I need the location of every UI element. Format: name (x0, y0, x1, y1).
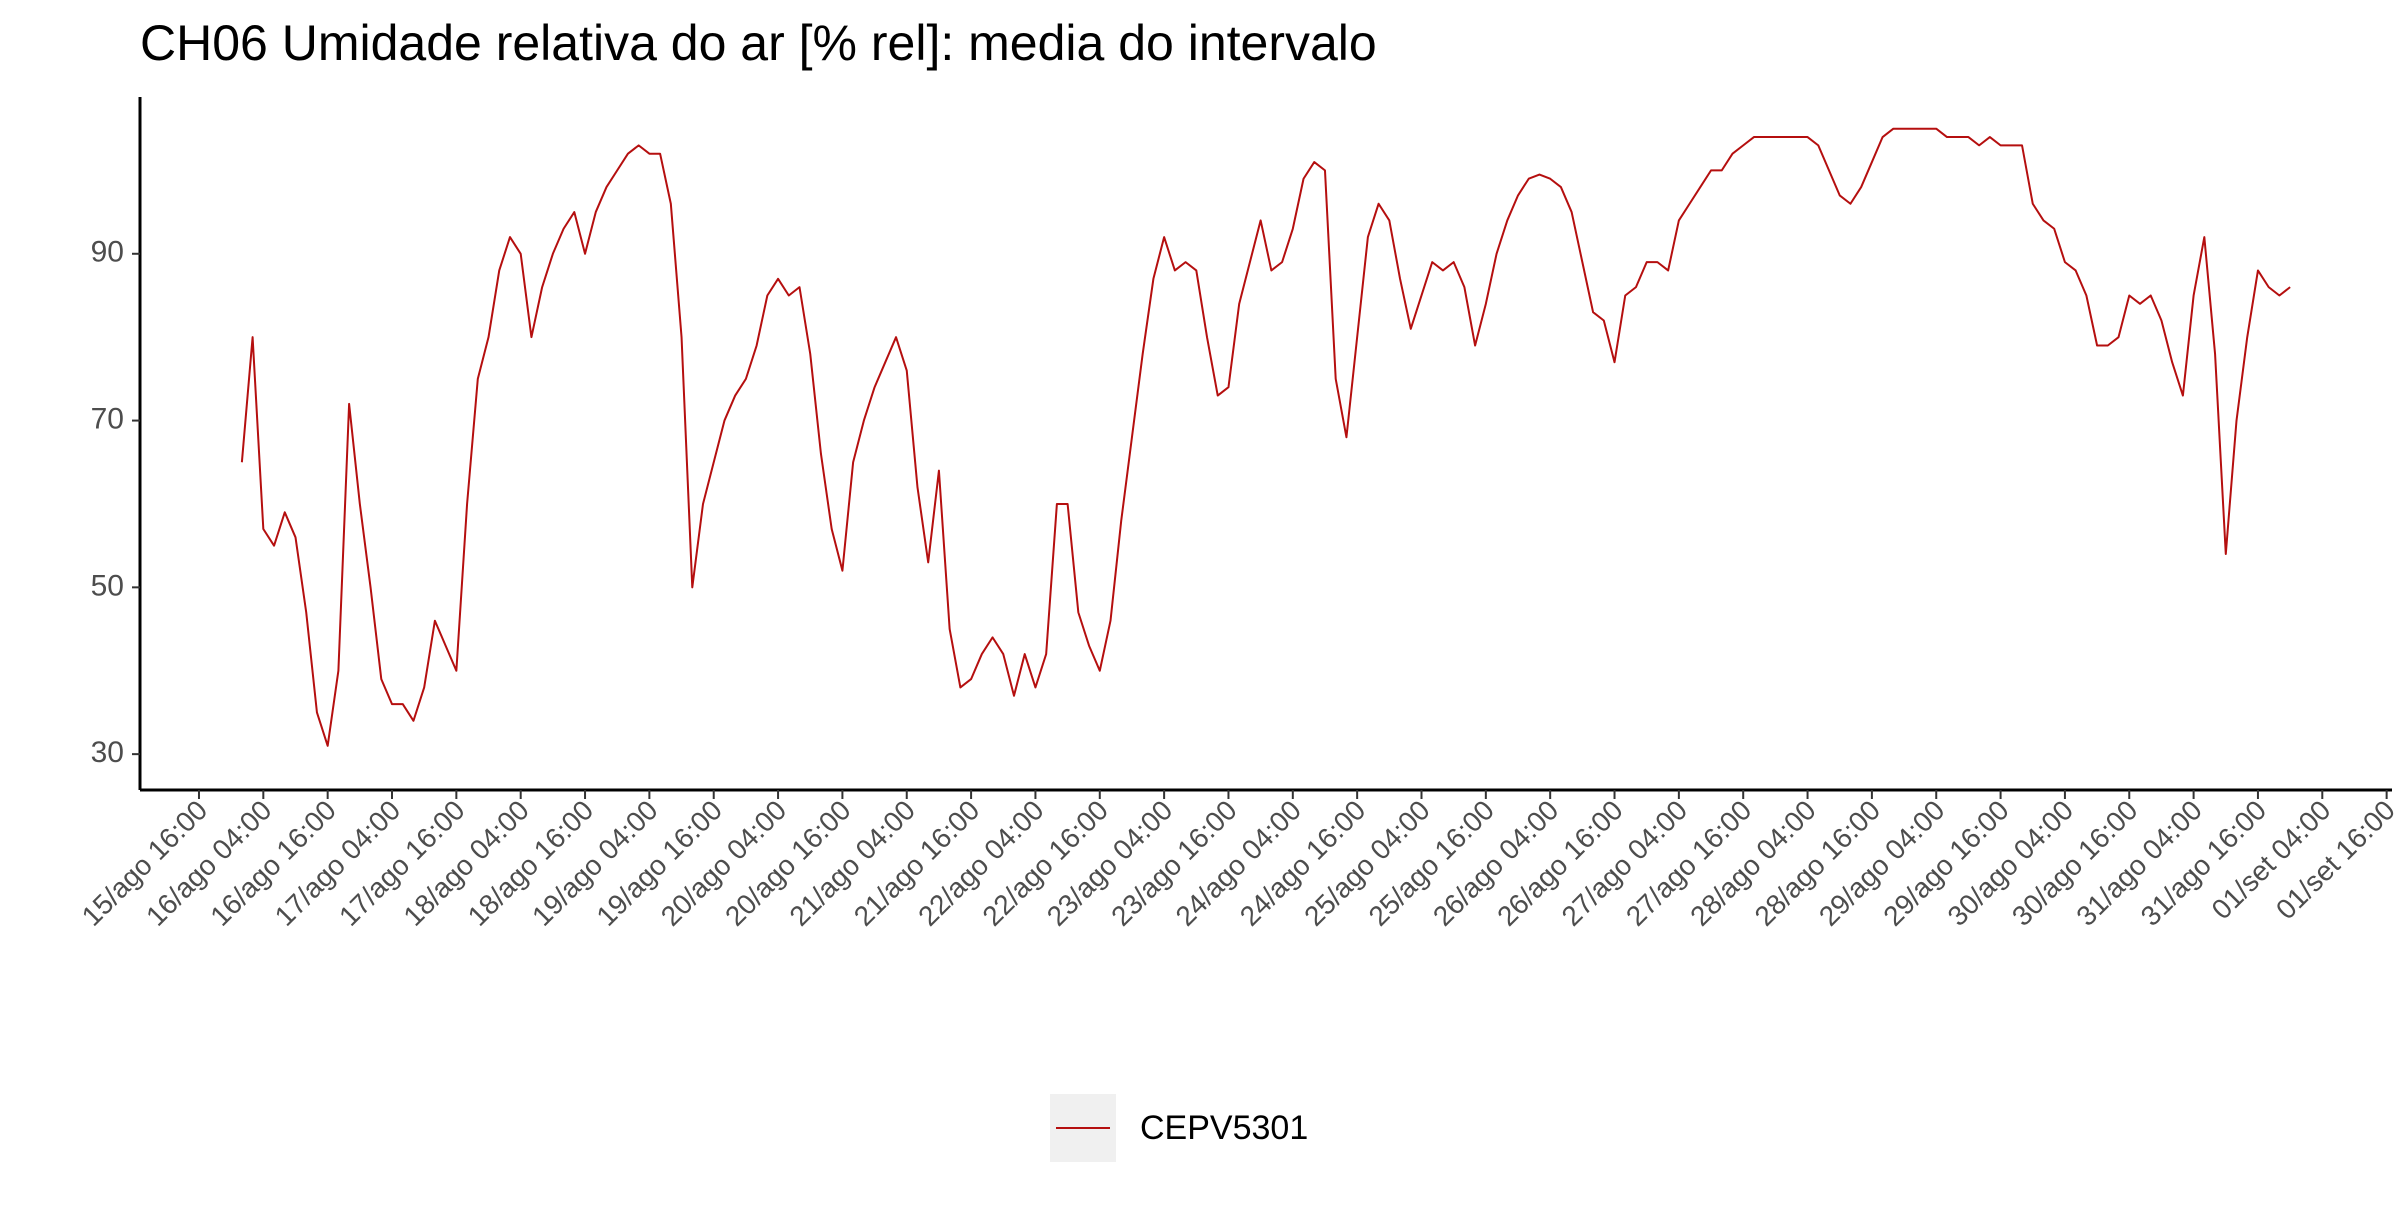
y-tick-label: 30 (91, 736, 124, 769)
chart-title: CH06 Umidade relativa do ar [% rel]: med… (140, 15, 1377, 71)
y-tick-label: 50 (91, 569, 124, 602)
y-tick-label: 90 (91, 236, 124, 269)
series-line (240, 127, 2291, 747)
y-tick-label: 70 (91, 402, 124, 435)
legend-label: CEPV5301 (1140, 1109, 1308, 1147)
